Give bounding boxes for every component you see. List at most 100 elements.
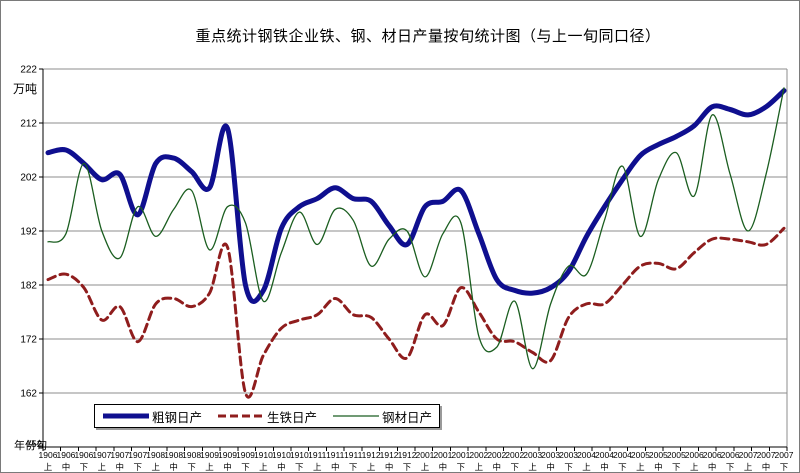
svg-text:上: 上	[421, 462, 430, 472]
svg-text:下: 下	[187, 462, 196, 472]
legend-item-pig-iron: 生铁日产	[217, 407, 317, 426]
legend-item-steel-products: 钢材日产	[332, 407, 432, 426]
svg-text:1907: 1907	[110, 450, 129, 460]
svg-text:中: 中	[762, 462, 771, 472]
svg-text:2006: 2006	[685, 450, 704, 460]
chart-title: 重点统计钢铁企业铁、钢、材日产量按旬统计图（与上一旬同口径）	[195, 29, 661, 45]
svg-text:下: 下	[726, 462, 735, 472]
svg-text:上: 上	[744, 462, 753, 472]
chart-legend: 粗钢日产 生铁日产 钢材日产	[94, 404, 440, 428]
svg-text:1906: 1906	[74, 450, 93, 460]
svg-text:1912: 1912	[362, 450, 381, 460]
pig-iron-line-icon	[217, 414, 264, 418]
svg-text:中: 中	[654, 462, 663, 472]
svg-text:2007: 2007	[739, 450, 758, 460]
svg-text:中: 中	[116, 462, 125, 472]
svg-text:1906: 1906	[39, 450, 58, 460]
svg-text:1907: 1907	[92, 450, 111, 460]
svg-text:222: 222	[20, 65, 37, 76]
svg-text:2005: 2005	[649, 450, 668, 460]
legend-label-steel-products: 钢材日产	[381, 410, 432, 425]
legend-label-pig-iron: 生铁日产	[266, 410, 317, 425]
svg-text:上: 上	[690, 462, 699, 472]
svg-text:上: 上	[151, 462, 160, 472]
svg-text:中: 中	[385, 462, 394, 472]
axis-corner-overlap: 152 年份旬	[3, 437, 47, 452]
svg-text:1910: 1910	[272, 450, 291, 460]
svg-text:下: 下	[403, 462, 412, 472]
svg-text:下: 下	[80, 462, 89, 472]
svg-text:2003: 2003	[523, 450, 542, 460]
svg-text:2007: 2007	[757, 450, 776, 460]
y-axis-unit-label: 万吨	[13, 82, 38, 96]
svg-text:上: 上	[528, 462, 537, 472]
svg-text:下: 下	[564, 462, 573, 472]
crude-steel-line-icon	[103, 413, 149, 419]
y-axis-min-label: 152	[26, 439, 42, 450]
svg-text:2003: 2003	[541, 450, 560, 460]
svg-text:上: 上	[475, 462, 484, 472]
svg-text:下: 下	[241, 462, 250, 472]
svg-text:上: 上	[205, 462, 214, 472]
svg-text:2005: 2005	[667, 450, 686, 460]
svg-text:上: 上	[44, 462, 53, 472]
svg-text:162: 162	[20, 389, 37, 400]
x-axis-title: 年份旬	[14, 440, 47, 452]
svg-text:2001: 2001	[451, 450, 470, 460]
svg-text:1908: 1908	[164, 450, 183, 460]
svg-text:下: 下	[457, 462, 466, 472]
svg-text:1908: 1908	[146, 450, 165, 460]
svg-text:172: 172	[20, 335, 37, 346]
svg-text:2002: 2002	[487, 450, 506, 460]
svg-text:202: 202	[20, 173, 37, 184]
svg-text:1911: 1911	[344, 450, 363, 460]
svg-text:2006: 2006	[721, 450, 740, 460]
svg-text:1909: 1909	[236, 450, 255, 460]
svg-text:中: 中	[546, 462, 555, 472]
steel-products-line-icon	[332, 415, 379, 417]
svg-text:中: 中	[62, 462, 71, 472]
svg-text:上: 上	[636, 462, 645, 472]
svg-text:中: 中	[493, 462, 502, 472]
svg-text:1908: 1908	[182, 450, 201, 460]
svg-text:2004: 2004	[577, 450, 596, 460]
svg-text:2004: 2004	[595, 450, 614, 460]
svg-text:1911: 1911	[326, 450, 345, 460]
svg-text:中: 中	[223, 462, 232, 472]
svg-text:192: 192	[20, 227, 37, 238]
svg-text:1906: 1906	[56, 450, 75, 460]
svg-text:上: 上	[98, 462, 107, 472]
svg-text:212: 212	[20, 119, 37, 130]
svg-text:下: 下	[510, 462, 519, 472]
svg-text:2001: 2001	[416, 450, 435, 460]
svg-text:中: 中	[708, 462, 717, 472]
svg-text:182: 182	[20, 281, 37, 292]
svg-text:下: 下	[780, 462, 789, 472]
svg-text:2007: 2007	[775, 450, 794, 460]
svg-text:下: 下	[672, 462, 681, 472]
svg-text:中: 中	[331, 462, 340, 472]
svg-text:1909: 1909	[218, 450, 237, 460]
svg-text:2001: 2001	[433, 450, 452, 460]
svg-text:2005: 2005	[631, 450, 650, 460]
svg-text:下: 下	[349, 462, 358, 472]
svg-text:1907: 1907	[128, 450, 147, 460]
svg-text:下: 下	[295, 462, 304, 472]
svg-text:中: 中	[169, 462, 178, 472]
legend-label-crude-steel: 粗钢日产	[152, 410, 203, 425]
svg-text:1909: 1909	[200, 450, 219, 460]
svg-text:2002: 2002	[469, 450, 488, 460]
svg-text:1911: 1911	[308, 450, 327, 460]
svg-text:2003: 2003	[559, 450, 578, 460]
svg-text:下: 下	[133, 462, 142, 472]
svg-text:中: 中	[277, 462, 286, 472]
svg-text:1910: 1910	[254, 450, 273, 460]
svg-text:中: 中	[439, 462, 448, 472]
svg-text:1912: 1912	[380, 450, 399, 460]
svg-text:上: 上	[367, 462, 376, 472]
svg-text:1912: 1912	[398, 450, 417, 460]
svg-text:上: 上	[582, 462, 591, 472]
svg-text:1910: 1910	[290, 450, 309, 460]
